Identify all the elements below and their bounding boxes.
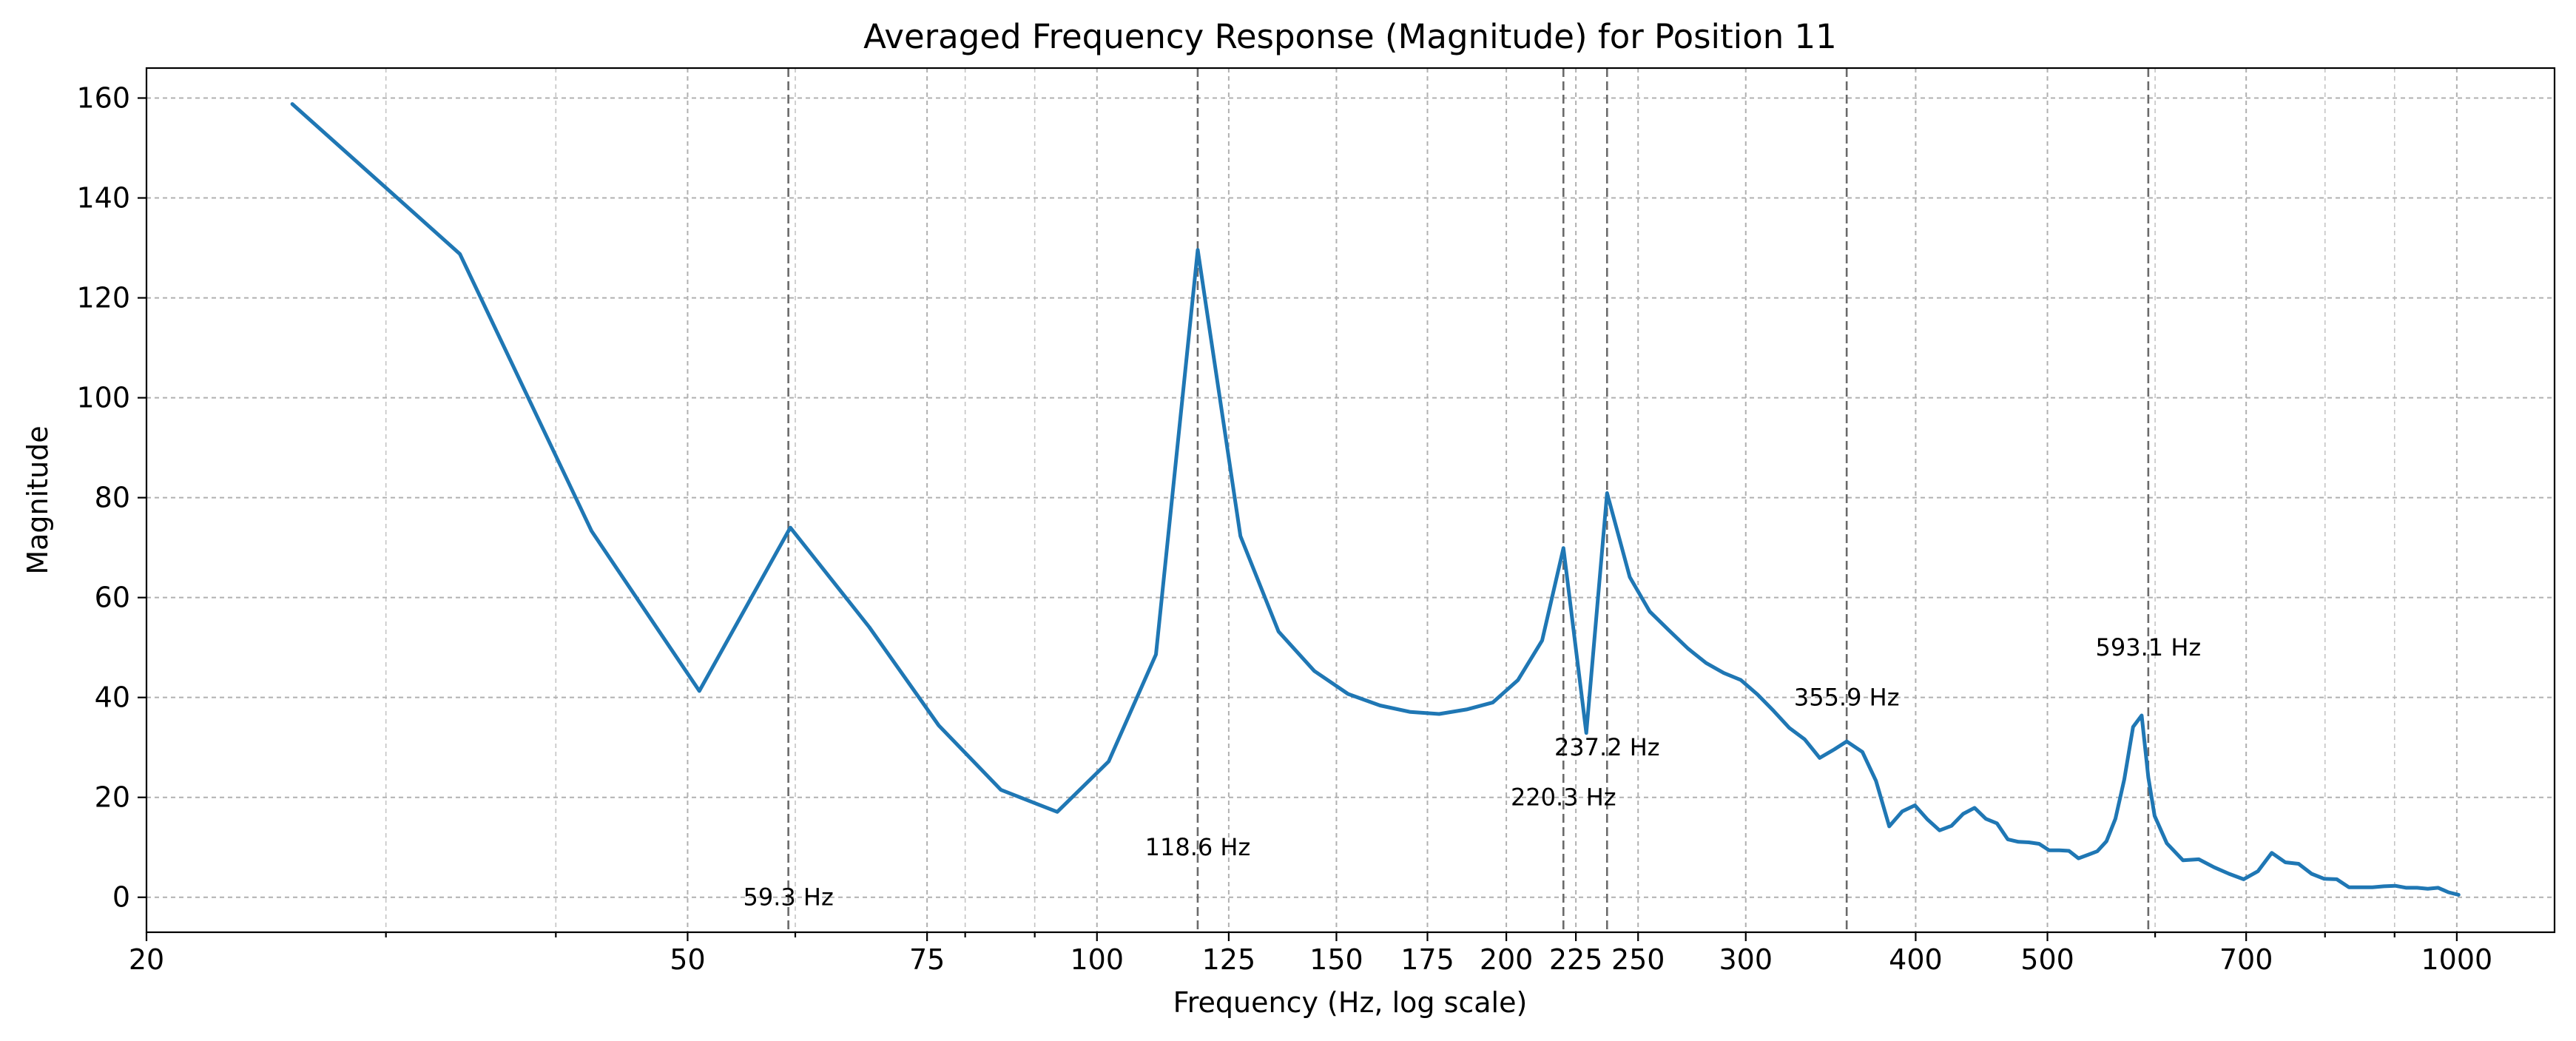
x-tick-label: 125 [1202, 943, 1256, 976]
x-tick-label: 225 [1549, 943, 1603, 976]
magnitude-series-line [290, 102, 2461, 897]
y-axis-label: Magnitude [21, 425, 54, 574]
y-tick-label: 160 [76, 82, 130, 115]
peak-label: 118.6 Hz [1145, 833, 1251, 861]
x-tick-label: 700 [2219, 943, 2273, 976]
y-tick-label: 20 [95, 781, 130, 814]
x-axis-label: Frequency (Hz, log scale) [1173, 986, 1528, 1019]
y-tick-label: 140 [76, 182, 130, 215]
y-tick-label: 60 [95, 582, 130, 614]
x-tick-label: 175 [1400, 943, 1454, 976]
peak-label: 237.2 Hz [1554, 733, 1660, 761]
y-tick-label: 120 [76, 282, 130, 314]
peak-label: 593.1 Hz [2096, 633, 2202, 661]
x-tick-label: 1000 [2421, 943, 2493, 976]
x-tick-label: 300 [1719, 943, 1773, 976]
series-layer [290, 102, 2461, 897]
x-tick-label: 75 [909, 943, 945, 976]
y-tick-label: 80 [95, 482, 130, 514]
chart-title: Averaged Frequency Response (Magnitude) … [863, 17, 1837, 56]
x-tick-label: 150 [1309, 943, 1363, 976]
y-tick-label: 40 [95, 681, 130, 714]
x-tick-label: 100 [1070, 943, 1125, 976]
x-tick-label: 250 [1611, 943, 1665, 976]
y-tick-label: 0 [112, 881, 130, 914]
x-tick-label: 50 [670, 943, 705, 976]
y-tick-label: 100 [76, 382, 130, 414]
x-tick-label: 400 [1889, 943, 1943, 976]
peak-label: 220.3 Hz [1511, 784, 1616, 812]
axis-ticks: 20 50 75 100 125 150 175 200 225 250 300 400 500 700 1… [76, 82, 2492, 976]
x-tick-label: 200 [1480, 943, 1534, 976]
x-tick-label: 20 [129, 943, 164, 976]
x-tick-label: 500 [2020, 943, 2074, 976]
plot-frame [145, 67, 2556, 934]
peak-label: 355.9 Hz [1794, 684, 1900, 712]
peak-label: 59.3 Hz [743, 883, 833, 912]
peak-annotations: 59.3 Hz 118.6 Hz 220.3 Hz 237.2 Hz 355.9 Hz 5… [743, 633, 2201, 912]
grid [146, 68, 2555, 932]
